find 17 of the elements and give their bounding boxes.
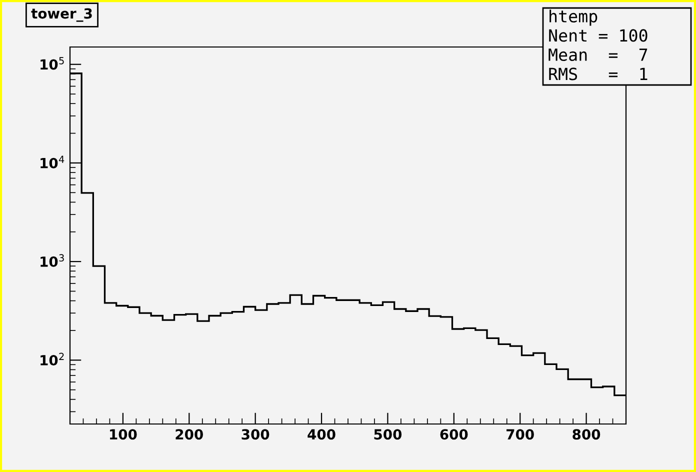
annotation: Mean = 7 [548, 48, 648, 62]
text: htemp [550, 10, 598, 26]
x-tick-label: 400 [308, 429, 336, 440]
y-tick-label: 10$^{2}$ [40, 352, 64, 366]
y-tick-label: 10$^{5}$ [40, 57, 64, 70]
x-tick-label: 200 [176, 429, 203, 440]
x-tick-label: 500 [374, 429, 402, 440]
x-tick-label: 600 [440, 429, 468, 440]
annotation: RMS = 1 [549, 68, 648, 80]
x-tick-label: 300 [242, 429, 270, 440]
x-tick-label: 700 [506, 429, 534, 440]
text: Nent = 100 [549, 29, 648, 42]
x-tick-label: 800 [572, 429, 600, 440]
chart-title: tower_3 [31, 8, 92, 22]
y-tick-label: 10$^{3}$ [40, 254, 64, 267]
y-tick-label: 10$^{4}$ [40, 156, 64, 168]
x-tick-label: 100 [110, 429, 137, 440]
